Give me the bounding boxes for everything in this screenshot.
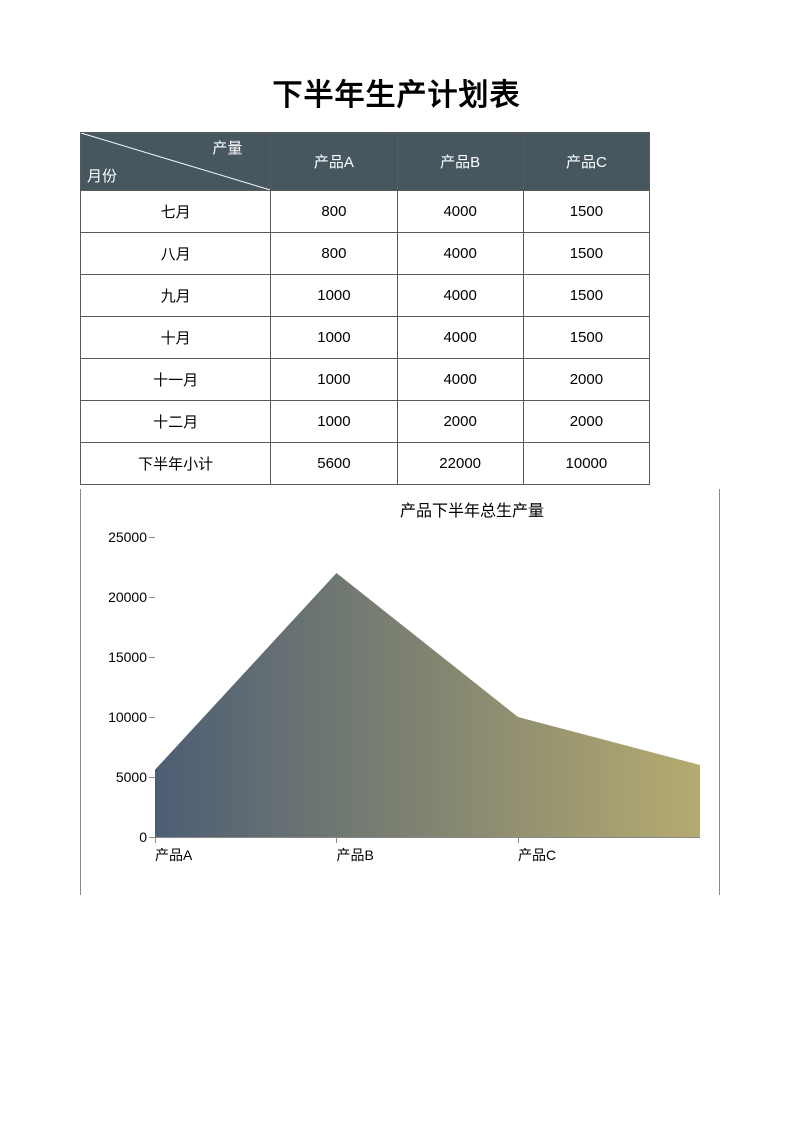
area-chart: 0 5000 10000 15000 20000 25000 产品A 产品B 产品C xyxy=(85,527,705,887)
value-cell: 2000 xyxy=(523,401,649,443)
value-cell: 10000 xyxy=(523,443,649,485)
value-cell: 1500 xyxy=(523,233,649,275)
value-cell: 4000 xyxy=(397,359,523,401)
table-row: 八月 800 4000 1500 xyxy=(81,233,650,275)
chart-title: 产品下半年总生产量 xyxy=(225,497,719,521)
value-cell: 22000 xyxy=(397,443,523,485)
month-cell: 十一月 xyxy=(81,359,271,401)
x-axis-labels: 产品A 产品B 产品C xyxy=(155,845,700,869)
month-cell: 下半年小计 xyxy=(81,443,271,485)
x-axis-line xyxy=(155,837,700,838)
y-tick-label: 25000 xyxy=(85,529,147,545)
value-cell: 1500 xyxy=(523,317,649,359)
value-cell: 800 xyxy=(271,233,397,275)
y-tick-label: 0 xyxy=(85,829,147,845)
value-cell: 4000 xyxy=(397,317,523,359)
month-cell: 八月 xyxy=(81,233,271,275)
table-body: 七月 800 4000 1500 八月 800 4000 1500 九月 100… xyxy=(81,191,650,485)
x-tick-label: 产品C xyxy=(518,845,556,865)
table-row: 九月 1000 4000 1500 xyxy=(81,275,650,317)
value-cell: 1000 xyxy=(271,275,397,317)
y-tick-label: 15000 xyxy=(85,649,147,665)
col-header-c: 产品C xyxy=(523,133,649,191)
x-tick-label: 产品B xyxy=(336,845,373,865)
x-tick-label: 产品A xyxy=(155,845,192,865)
value-cell: 800 xyxy=(271,191,397,233)
y-tick-label: 10000 xyxy=(85,709,147,725)
value-cell: 4000 xyxy=(397,233,523,275)
value-cell: 4000 xyxy=(397,275,523,317)
y-tick-label: 5000 xyxy=(85,769,147,785)
table-row: 十月 1000 4000 1500 xyxy=(81,317,650,359)
month-cell: 七月 xyxy=(81,191,271,233)
chart-container: 产品下半年总生产量 0500010000150002000025000 产品A产… xyxy=(80,489,720,895)
value-cell: 4000 xyxy=(397,191,523,233)
y-tick-label: 20000 xyxy=(85,589,147,605)
col-header-b: 产品B xyxy=(397,133,523,191)
month-cell: 十月 xyxy=(81,317,271,359)
value-cell: 1500 xyxy=(523,275,649,317)
month-cell: 十二月 xyxy=(81,401,271,443)
table-row: 七月 800 4000 1500 xyxy=(81,191,650,233)
value-cell: 1000 xyxy=(271,317,397,359)
header-top-label: 产量 xyxy=(212,137,242,158)
value-cell: 1500 xyxy=(523,191,649,233)
production-table: 产量 月份 产品A 产品B 产品C 七月 800 4000 1500 八月 80… xyxy=(80,132,650,485)
header-bottom-label: 月份 xyxy=(87,165,117,186)
col-header-a: 产品A xyxy=(271,133,397,191)
y-axis-labels: 0 5000 10000 15000 20000 25000 xyxy=(85,527,147,847)
page-title: 下半年生产计划表 xyxy=(80,70,713,114)
table-row-subtotal: 下半年小计 5600 22000 10000 xyxy=(81,443,650,485)
header-diagonal: 产量 月份 xyxy=(81,133,271,191)
table-row: 十一月 1000 4000 2000 xyxy=(81,359,650,401)
value-cell: 2000 xyxy=(397,401,523,443)
value-cell: 1000 xyxy=(271,359,397,401)
value-cell: 1000 xyxy=(271,401,397,443)
plot-area xyxy=(155,537,700,837)
table-row: 十二月 1000 2000 2000 xyxy=(81,401,650,443)
month-cell: 九月 xyxy=(81,275,271,317)
value-cell: 2000 xyxy=(523,359,649,401)
value-cell: 5600 xyxy=(271,443,397,485)
